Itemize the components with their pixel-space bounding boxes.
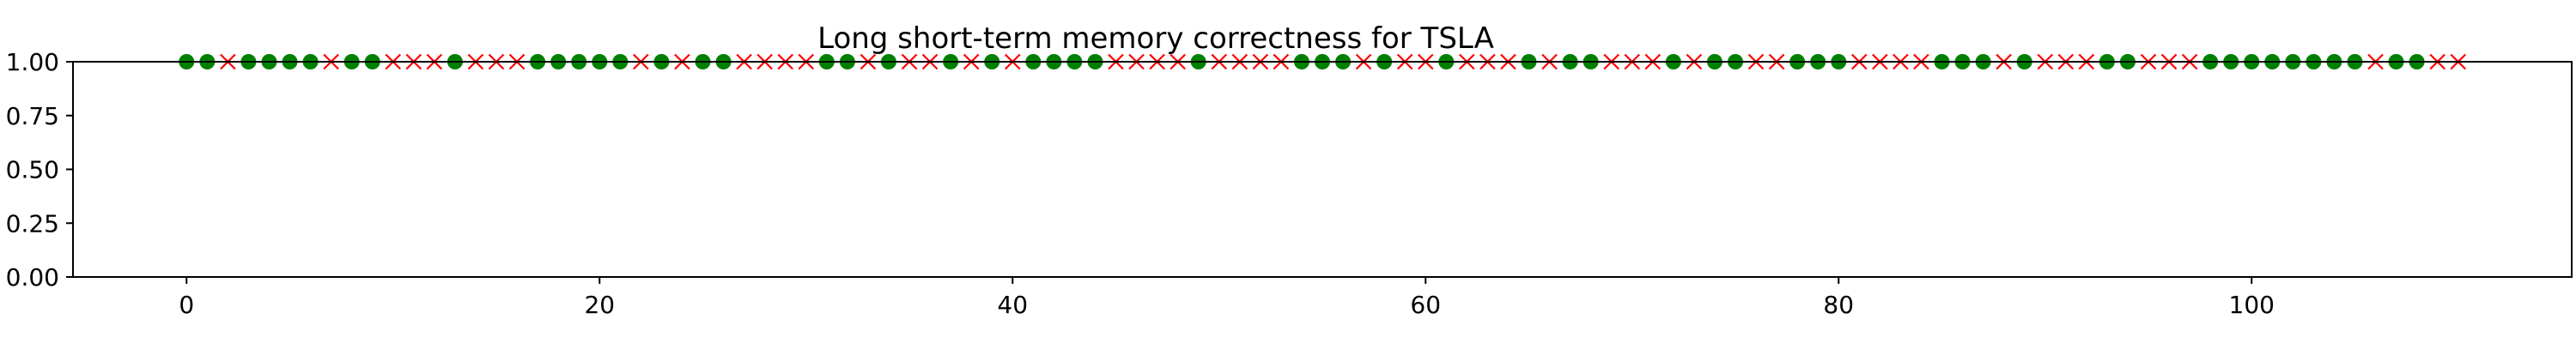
y-tick-label: 0.50: [6, 156, 59, 184]
x-axis: 0 20 40 60 80 100: [179, 277, 2275, 319]
x-tick-label: 60: [1410, 291, 1441, 319]
y-tick-label: 0.00: [6, 263, 59, 292]
plot-frame: [72, 61, 2573, 278]
x-tick-label: 80: [1823, 291, 1854, 319]
y-tick-label: 0.75: [6, 102, 59, 130]
x-tick-label: 0: [179, 291, 194, 319]
y-axis: 0.00 0.25 0.50 0.75 1.00: [6, 48, 73, 292]
x-tick-label: 40: [997, 291, 1028, 319]
y-tick-label: 0.25: [6, 209, 59, 238]
x-tick-label: 20: [584, 291, 615, 319]
y-tick-label: 1.00: [6, 48, 59, 76]
x-tick-label: 100: [2229, 291, 2275, 319]
chart-title: Long short-term memory correctness for T…: [817, 21, 1494, 56]
